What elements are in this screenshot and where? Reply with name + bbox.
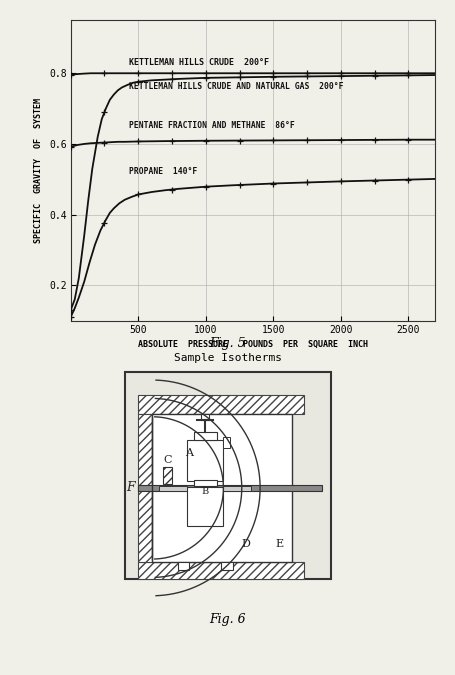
Bar (223, 437, 230, 448)
Bar (193, 481, 216, 486)
Text: KETTLEMAN HILLS CRUDE  200°F: KETTLEMAN HILLS CRUDE 200°F (128, 59, 268, 68)
Text: D: D (241, 539, 250, 549)
Text: A: A (185, 448, 193, 458)
Bar (201, 414, 209, 419)
Text: C: C (163, 455, 172, 465)
Bar (223, 486, 250, 491)
Bar (138, 414, 152, 562)
Text: E: E (274, 539, 283, 549)
Bar (138, 562, 303, 579)
Bar (177, 562, 188, 570)
Bar (138, 396, 303, 414)
Text: KETTLEMAN HILLS CRUDE AND NATURAL GAS  200°F: KETTLEMAN HILLS CRUDE AND NATURAL GAS 20… (128, 82, 343, 91)
Y-axis label: SPECIFIC  GRAVITY  OF  SYSTEM: SPECIFIC GRAVITY OF SYSTEM (34, 98, 43, 243)
Bar (152, 414, 292, 562)
Text: Sample Isotherms: Sample Isotherms (174, 353, 281, 363)
Text: B: B (201, 487, 208, 496)
Bar (159, 486, 186, 491)
X-axis label: ABSOLUTE  PRESSURE   POUNDS  PER  SQUARE  INCH: ABSOLUTE PRESSURE POUNDS PER SQUARE INCH (138, 340, 367, 350)
Bar (221, 562, 232, 570)
Text: Fig. 6: Fig. 6 (209, 613, 246, 626)
Text: Fig. 5: Fig. 5 (209, 338, 246, 350)
Bar (186, 487, 223, 526)
Bar (186, 440, 223, 481)
Bar (162, 466, 172, 484)
Text: PROPANE  140°F: PROPANE 140°F (128, 167, 197, 176)
Text: F: F (126, 481, 134, 493)
Text: PENTANE FRACTION AND METHANE  86°F: PENTANE FRACTION AND METHANE 86°F (128, 121, 294, 130)
Bar (193, 432, 216, 440)
Bar (138, 485, 321, 491)
